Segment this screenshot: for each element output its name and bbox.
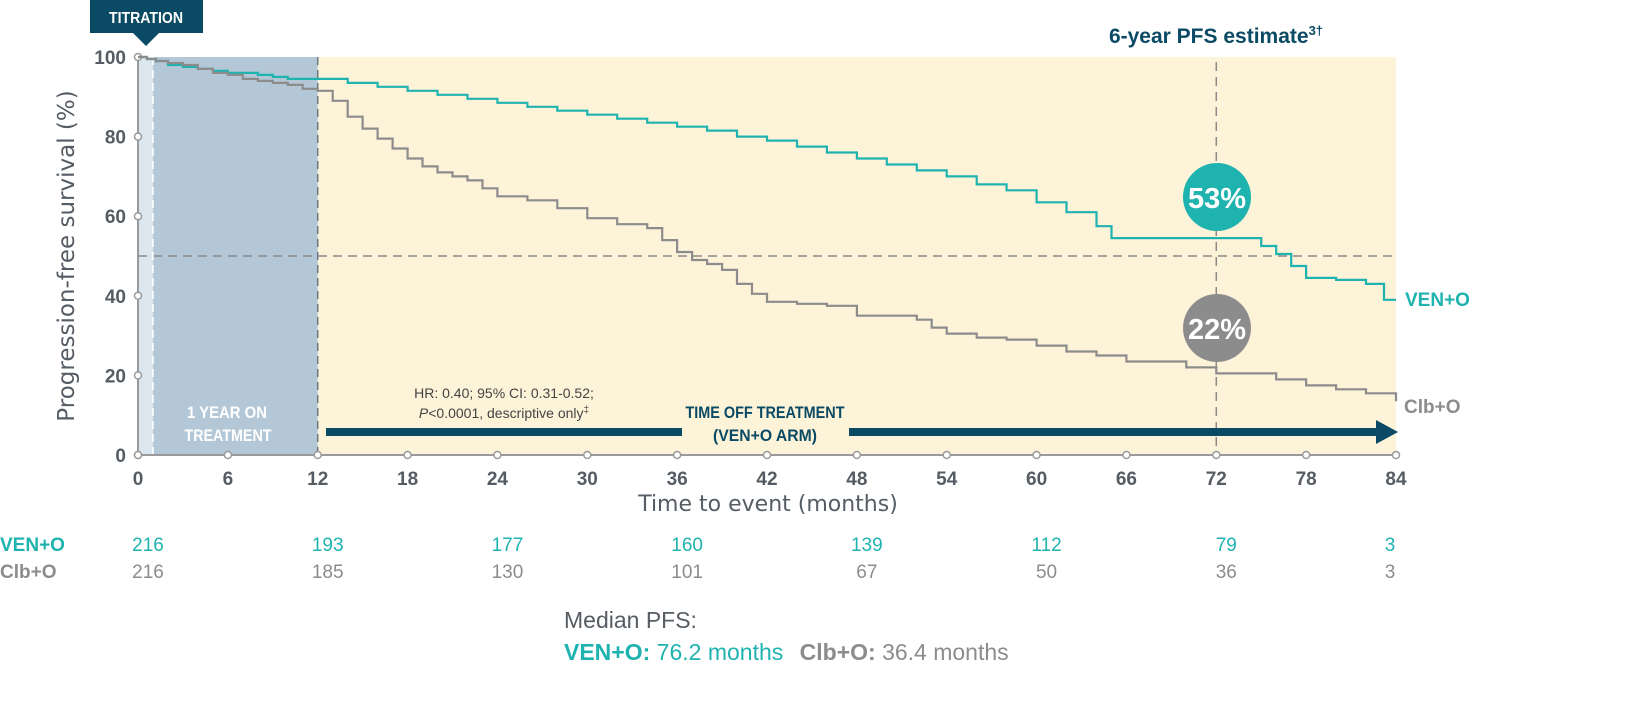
- risk-cell-clb: 101: [671, 562, 703, 583]
- risk-row-label-ven: VEN+O: [0, 535, 65, 556]
- risk-cell-ven: 3: [1384, 535, 1396, 556]
- risk-cell-ven: 112: [1031, 535, 1062, 556]
- p-value-symbol: P: [419, 405, 429, 421]
- ven-series-end-label: VEN+O: [1405, 290, 1470, 311]
- median-ven-value: 76.2 months: [656, 639, 784, 665]
- off-treatment-arrow-left: [326, 428, 682, 436]
- x-tick-marker: [493, 450, 502, 460]
- hazard-ratio-text-line1: HR: 0.40; 95% CI: 0.31-0.52;: [414, 385, 594, 401]
- on-treatment-label-line1: 1 YEAR ON: [187, 403, 267, 422]
- y-tick-label: 60: [105, 207, 126, 228]
- y-tick-label: 100: [94, 48, 126, 69]
- median-clb-label: Clb+O:: [799, 639, 876, 665]
- x-tick-label: 0: [133, 469, 144, 490]
- ven-six-year-badge: 53%: [1183, 163, 1251, 231]
- risk-cell-clb: 67: [856, 562, 878, 583]
- x-tick-marker: [1122, 450, 1131, 460]
- clb-six-year-badge: 22%: [1183, 294, 1251, 362]
- x-tick-marker: [942, 450, 951, 460]
- risk-cell-clb: 216: [132, 562, 164, 583]
- x-tick-marker: [762, 450, 772, 460]
- off-treatment-arrowhead: [1376, 420, 1398, 444]
- y-tick-label: 80: [105, 128, 126, 149]
- x-tick-marker: [672, 450, 682, 460]
- risk-cell-ven: 139: [850, 535, 883, 556]
- risk-cell-clb: 130: [491, 562, 524, 583]
- risk-cell-clb: 3: [1384, 562, 1396, 583]
- risk-row-label-clb: Clb+O: [0, 562, 57, 583]
- x-tick-marker: [583, 450, 592, 460]
- x-tick-label: 84: [1385, 469, 1407, 490]
- x-axis-title: Time to event (months): [637, 492, 898, 517]
- y-tick-label: 0: [115, 446, 126, 467]
- median-ven-label: VEN+O:: [564, 639, 651, 665]
- risk-cell-ven: 160: [671, 535, 703, 556]
- x-tick-marker: [1301, 450, 1311, 460]
- median-pfs-values: VEN+O: 76.2 months Clb+O: 36.4 months: [564, 639, 1009, 666]
- x-tick-marker: [1212, 450, 1221, 460]
- x-tick-label: 66: [1116, 469, 1137, 490]
- ven-o-survival-curve: [138, 55, 1396, 301]
- y-axis-title: Progression-free survival (%): [54, 90, 80, 421]
- x-tick-label: 54: [936, 469, 958, 490]
- x-tick-label: 72: [1206, 469, 1227, 490]
- risk-cell-clb: 185: [311, 562, 344, 583]
- median-pfs-title: Median PFS:: [564, 607, 697, 633]
- x-tick-label: 36: [667, 469, 688, 490]
- x-tick-marker: [852, 450, 862, 460]
- x-tick-marker: [403, 450, 412, 460]
- x-tick-marker: [1391, 450, 1401, 460]
- median-clb-value: 36.4 months: [882, 639, 1009, 665]
- x-tick-marker: [313, 450, 322, 460]
- x-tick-label: 42: [756, 469, 777, 490]
- p-value-text: <0.0001, descriptive only: [428, 405, 583, 421]
- risk-cell-clb: 36: [1215, 562, 1237, 583]
- x-tick-label: 12: [307, 469, 328, 490]
- risk-cell-clb: 50: [1035, 562, 1058, 583]
- y-tick-marker: [133, 211, 143, 221]
- on-treatment-label-line2: TREATMENT: [185, 426, 273, 445]
- off-treatment-label-line1: TIME OFF TREATMENT: [686, 403, 846, 422]
- y-tick-marker: [133, 291, 143, 301]
- hazard-ratio-text-line2: P<0.0001, descriptive only‡: [419, 405, 589, 421]
- x-tick-label: 30: [577, 469, 598, 490]
- risk-cell-ven: 193: [311, 535, 344, 556]
- six-year-estimate-superscript: 3†: [1309, 23, 1323, 38]
- off-treatment-label-line2: (VEN+O ARM): [713, 426, 817, 445]
- y-tick-label: 20: [105, 366, 126, 387]
- six-year-estimate-title: 6-year PFS estimate3†: [1109, 23, 1323, 48]
- x-tick-label: 24: [487, 469, 509, 490]
- six-year-estimate-text: 6-year PFS estimate: [1109, 25, 1309, 48]
- risk-cell-ven: 216: [132, 535, 164, 556]
- titration-tag: TITRATION: [90, 0, 203, 46]
- x-tick-label: 18: [397, 469, 418, 490]
- clb-o-survival-curve: [138, 55, 1398, 402]
- x-tick-label: 48: [846, 469, 867, 490]
- x-tick-marker: [1032, 450, 1041, 460]
- y-tick-marker: [133, 132, 143, 141]
- x-tick-label: 60: [1026, 469, 1047, 490]
- p-value-superscript: ‡: [584, 405, 590, 416]
- risk-cell-ven: 177: [491, 535, 524, 556]
- y-tick-label: 40: [105, 287, 126, 308]
- x-tick-marker: [133, 450, 143, 460]
- x-tick-label: 6: [223, 469, 234, 490]
- off-treatment-arrow-right: [849, 428, 1379, 436]
- on-treatment-background: [138, 57, 318, 455]
- x-tick-marker: [223, 450, 233, 460]
- risk-cell-ven: 79: [1215, 535, 1237, 556]
- y-tick-marker: [133, 371, 143, 380]
- clb-series-end-label: Clb+O: [1404, 397, 1460, 418]
- x-tick-label: 78: [1296, 469, 1317, 490]
- titration-label: TITRATION: [109, 10, 183, 27]
- clb-six-year-value: 22%: [1188, 314, 1246, 346]
- ven-six-year-value: 53%: [1188, 183, 1246, 215]
